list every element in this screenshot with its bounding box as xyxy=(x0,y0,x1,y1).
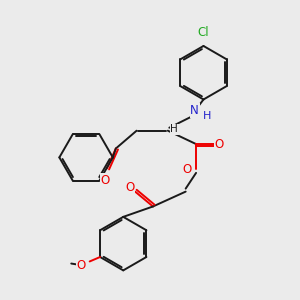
Text: H: H xyxy=(203,111,212,122)
Text: O: O xyxy=(214,138,224,151)
Text: N: N xyxy=(190,104,199,117)
Text: O: O xyxy=(182,164,192,176)
Text: O: O xyxy=(77,259,86,272)
Text: O: O xyxy=(125,181,134,194)
Text: Cl: Cl xyxy=(198,26,209,39)
Text: O: O xyxy=(101,174,110,187)
Text: H: H xyxy=(170,124,178,134)
